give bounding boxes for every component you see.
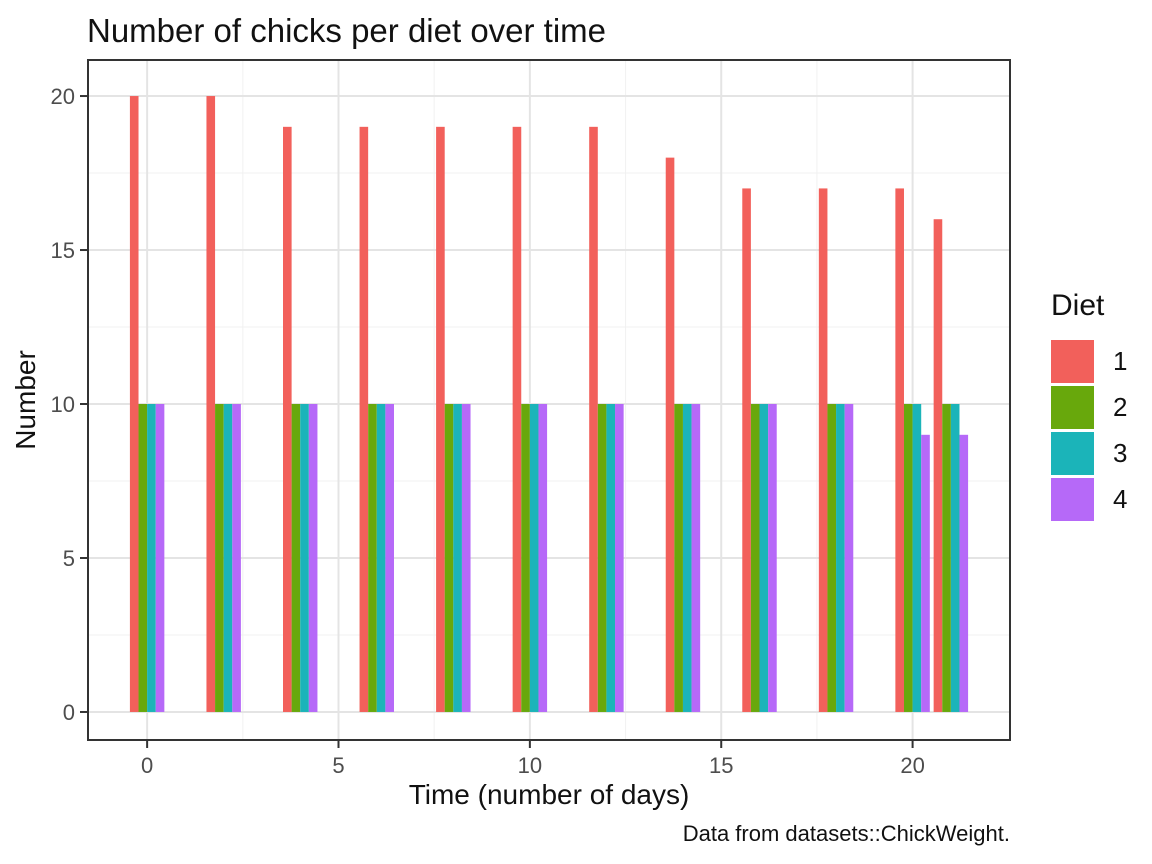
y-tick-label: 0	[63, 700, 75, 725]
bar-diet3-day2	[223, 404, 233, 712]
bar-diet2-day10	[521, 404, 530, 712]
legend: Diet 1 2 3 4	[1051, 289, 1127, 524]
bar-diet1-day6	[359, 126, 369, 712]
bar-diet1-day12	[589, 126, 598, 712]
bar-diet3-day8	[453, 404, 462, 712]
y-axis-title: Number	[10, 350, 41, 450]
bar-diet3-day20	[912, 404, 922, 712]
legend-title: Diet	[1051, 289, 1105, 322]
bar-diet4-day14	[691, 404, 701, 712]
legend-swatch-diet4	[1051, 478, 1094, 521]
bar-diet2-day18	[827, 404, 837, 712]
bar-diet3-day14	[682, 404, 692, 712]
legend-entry-diet3: 3	[1051, 432, 1127, 475]
bar-diet2-day14	[674, 404, 683, 712]
bar-diet2-day4	[291, 404, 301, 712]
legend-rows: 1 2 3 4	[1051, 340, 1127, 521]
bar-diet3-day4	[300, 404, 309, 712]
bar-diet2-day6	[368, 404, 377, 712]
caption: Data from datasets::ChickWeight.	[682, 821, 1010, 846]
x-tick-label: 5	[332, 753, 344, 778]
bar-diet4-day2	[232, 404, 241, 712]
bar-diet4-day18	[844, 404, 854, 712]
bar-diet3-day12	[606, 404, 616, 712]
bar-diet3-day16	[759, 404, 769, 712]
bar-diet4-day8	[461, 404, 471, 712]
x-tick-label: 15	[709, 753, 733, 778]
bar-diet2-day20	[903, 404, 913, 712]
bar-diet3-day18	[836, 404, 845, 712]
bar-diet1-day10	[512, 126, 522, 712]
legend-label-diet3: 3	[1113, 438, 1128, 468]
legend-entry-diet1: 1	[1051, 340, 1127, 383]
legend-entry-diet4: 4	[1051, 478, 1127, 521]
bar-diet1-day20	[895, 188, 904, 712]
bar-diet2-day0	[138, 404, 148, 712]
bar-diet1-day0	[129, 96, 139, 712]
legend-label-diet4: 4	[1113, 484, 1128, 514]
bar-diet3-day6	[376, 404, 386, 712]
bar-diet2-day16	[750, 404, 760, 712]
bar-diet3-day21	[950, 404, 960, 712]
x-tick-label: 20	[900, 753, 924, 778]
legend-swatch-diet3	[1051, 432, 1094, 475]
bar-diet3-day10	[529, 404, 539, 712]
bar-diet2-day12	[597, 404, 607, 712]
bar-diet1-day2	[206, 96, 216, 712]
bar-diet4-day16	[768, 404, 777, 712]
bar-diet2-day8	[444, 404, 454, 712]
bar-diet1-day4	[283, 126, 292, 712]
bar-diet4-day0	[155, 404, 165, 712]
bar-diet3-day0	[147, 404, 156, 712]
bar-diet2-day2	[215, 404, 224, 712]
x-tick-label: 0	[141, 753, 153, 778]
bar-diet1-day8	[436, 126, 445, 712]
y-tick-label: 15	[51, 238, 75, 263]
bar-diet1-day16	[742, 188, 751, 712]
bar-diet4-day20	[921, 434, 930, 712]
x-tick-label: 10	[518, 753, 542, 778]
bar-diet2-day21	[942, 404, 951, 712]
bar-diet1-day21	[933, 219, 943, 712]
panel-border	[87, 59, 1011, 741]
legend-label-diet2: 2	[1113, 392, 1128, 422]
legend-swatch-diet1	[1051, 340, 1094, 383]
legend-swatch-diet2	[1051, 386, 1094, 429]
bar-diet1-day14	[665, 157, 675, 712]
bar-diet4-day21	[959, 434, 969, 712]
chart-title: Number of chicks per diet over time	[87, 12, 607, 49]
legend-label-diet1: 1	[1113, 346, 1128, 376]
bar-diet4-day12	[615, 404, 624, 712]
x-axis-title: Time (number of days)	[408, 779, 690, 810]
bar-diet4-day10	[538, 404, 548, 712]
y-tick-label: 5	[63, 546, 75, 571]
legend-entry-diet2: 2	[1051, 386, 1127, 429]
bar-diet4-day6	[385, 404, 394, 712]
y-tick-label: 10	[51, 392, 75, 417]
bar-diet4-day4	[308, 404, 318, 712]
bar-diet1-day18	[818, 188, 828, 712]
y-tick-label: 20	[51, 84, 75, 109]
